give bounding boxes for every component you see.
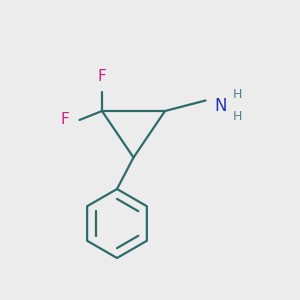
Text: N: N	[214, 97, 227, 115]
Text: H: H	[232, 88, 242, 101]
Text: F: F	[98, 69, 106, 84]
Text: H: H	[232, 110, 242, 123]
Text: F: F	[60, 112, 69, 128]
